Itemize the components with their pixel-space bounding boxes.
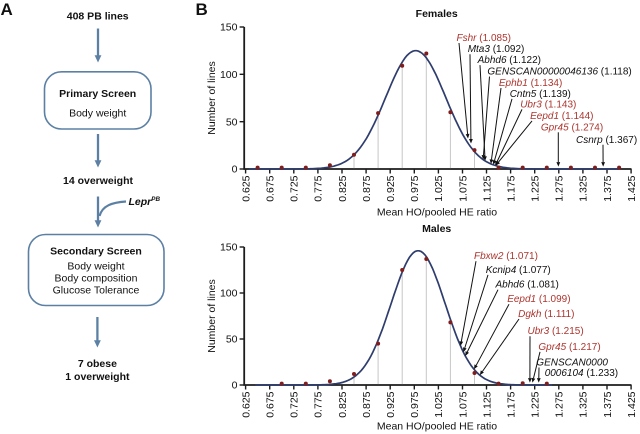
svg-text:Fbxw2 (1.071): Fbxw2 (1.071) [474, 251, 538, 262]
svg-text:Ephb1 (1.134): Ephb1 (1.134) [499, 78, 562, 89]
svg-text:1.325: 1.325 [578, 391, 590, 417]
svg-text:1.175: 1.175 [505, 175, 517, 201]
svg-text:Abhd6 (1.081): Abhd6 (1.081) [495, 280, 559, 291]
svg-text:Primary Screen: Primary Screen [59, 88, 136, 100]
svg-text:100: 100 [220, 69, 238, 81]
svg-text:Body weight: Body weight [69, 108, 126, 120]
svg-text:Csnrp (1.367): Csnrp (1.367) [576, 135, 637, 146]
svg-text:1.375: 1.375 [602, 175, 614, 201]
svg-text:0006104 (1.233): 0006104 (1.233) [545, 368, 618, 379]
svg-text:0.725: 0.725 [289, 391, 301, 417]
svg-text:Dgkh (1.111): Dgkh (1.111) [518, 309, 574, 320]
svg-text:1.425: 1.425 [626, 175, 638, 201]
svg-text:150: 150 [220, 22, 238, 34]
svg-text:Gpr45 (1.274): Gpr45 (1.274) [541, 122, 603, 133]
svg-text:Gpr45 (1.217): Gpr45 (1.217) [538, 342, 600, 353]
svg-text:Mean HO/pooled HE ratio: Mean HO/pooled HE ratio [377, 207, 497, 219]
svg-text:Number of lines: Number of lines [206, 279, 218, 353]
svg-text:Eepd1 (1.144): Eepd1 (1.144) [530, 111, 593, 122]
svg-text:A: A [1, 0, 13, 19]
svg-text:1.025: 1.025 [433, 175, 445, 201]
svg-text:0: 0 [232, 380, 238, 392]
svg-text:0.825: 0.825 [337, 391, 349, 417]
svg-text:Abhd6 (1.122): Abhd6 (1.122) [477, 55, 541, 66]
svg-text:0.725: 0.725 [289, 175, 301, 201]
svg-text:0.975: 0.975 [409, 391, 421, 417]
svg-text:408 PB lines: 408 PB lines [67, 11, 129, 23]
svg-text:Kcnip4 (1.077): Kcnip4 (1.077) [486, 265, 551, 276]
svg-text:1.275: 1.275 [554, 391, 566, 417]
svg-text:Mta3 (1.092): Mta3 (1.092) [468, 44, 525, 55]
svg-text:1.075: 1.075 [457, 391, 469, 417]
svg-text:Males: Males [422, 223, 451, 235]
svg-text:Females: Females [416, 8, 458, 20]
svg-text:Mean HO/pooled HE ratio: Mean HO/pooled HE ratio [377, 421, 497, 433]
svg-text:1.025: 1.025 [433, 391, 445, 417]
svg-text:Number of lines: Number of lines [206, 61, 218, 135]
svg-text:Eepd1 (1.099): Eepd1 (1.099) [507, 294, 570, 305]
svg-text:1.125: 1.125 [481, 391, 493, 417]
svg-text:B: B [196, 0, 208, 19]
svg-text:1.425: 1.425 [626, 391, 638, 417]
svg-text:0.775: 0.775 [313, 391, 325, 417]
svg-text:0.925: 0.925 [385, 391, 397, 417]
svg-text:14 overweight: 14 overweight [63, 175, 134, 187]
svg-text:1.325: 1.325 [578, 175, 590, 201]
svg-text:1.075: 1.075 [457, 175, 469, 201]
svg-text:0.875: 0.875 [361, 391, 373, 417]
svg-text:150: 150 [220, 242, 238, 254]
svg-text:Glucose Tolerance: Glucose Tolerance [53, 285, 140, 297]
svg-text:1.225: 1.225 [530, 391, 542, 417]
svg-text:0.675: 0.675 [265, 391, 277, 417]
svg-text:1.125: 1.125 [481, 175, 493, 201]
svg-text:7 obese: 7 obese [78, 358, 117, 370]
svg-text:Ubr3 (1.143): Ubr3 (1.143) [520, 99, 576, 110]
svg-text:0.925: 0.925 [385, 175, 397, 201]
svg-text:Cntn5 (1.139): Cntn5 (1.139) [510, 89, 571, 100]
svg-text:0: 0 [232, 164, 238, 176]
svg-text:0.675: 0.675 [265, 175, 277, 201]
svg-text:GENSCAN0000: GENSCAN0000 [536, 358, 608, 369]
svg-text:50: 50 [226, 116, 238, 128]
svg-text:Body composition: Body composition [55, 273, 138, 285]
svg-text:1 overweight: 1 overweight [65, 371, 130, 383]
svg-text:GENSCAN00000046136 (1.118): GENSCAN00000046136 (1.118) [487, 67, 631, 78]
svg-text:0.775: 0.775 [313, 175, 325, 201]
svg-text:1.375: 1.375 [602, 391, 614, 417]
svg-text:1.175: 1.175 [505, 391, 517, 417]
svg-text:0.625: 0.625 [240, 175, 252, 201]
svg-text:1.275: 1.275 [554, 175, 566, 201]
svg-text:Body weight: Body weight [67, 261, 124, 273]
svg-text:Fshr (1.085): Fshr (1.085) [457, 33, 511, 44]
svg-text:Ubr3 (1.215): Ubr3 (1.215) [528, 326, 584, 337]
svg-text:50: 50 [226, 334, 238, 346]
svg-text:0.975: 0.975 [409, 175, 421, 201]
svg-text:0.625: 0.625 [240, 391, 252, 417]
svg-text:0.875: 0.875 [361, 175, 373, 201]
svg-text:1.225: 1.225 [530, 175, 542, 201]
svg-text:0.825: 0.825 [337, 175, 349, 201]
svg-text:100: 100 [220, 288, 238, 300]
svg-text:Secondary Screen: Secondary Screen [50, 246, 142, 258]
